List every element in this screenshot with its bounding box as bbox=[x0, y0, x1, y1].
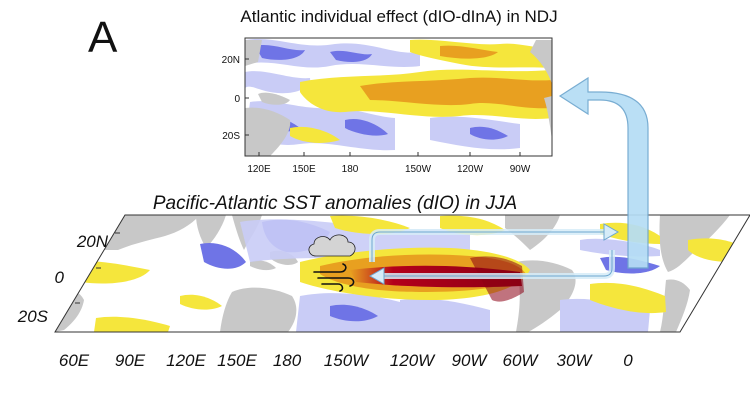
top-lon-label: 150W bbox=[405, 164, 432, 175]
bottom-lon-label: 90E bbox=[115, 351, 146, 370]
wind-icon bbox=[313, 263, 355, 292]
bottom-lon-label: 60E bbox=[59, 351, 90, 370]
bottom-lon-label: 150W bbox=[324, 351, 370, 370]
bottom-lat-label: 20N bbox=[76, 232, 109, 251]
bottom-lon-label: 150E bbox=[217, 351, 257, 370]
top-lon-label: 150E bbox=[292, 164, 316, 175]
top-map-frame bbox=[244, 37, 553, 157]
bottom-lon-label: 120W bbox=[390, 351, 436, 370]
bottom-lon-label: 120E bbox=[166, 351, 206, 370]
bottom-lon-label: 180 bbox=[273, 351, 302, 370]
top-panel-title: Atlantic individual effect (dIO-dInA) in… bbox=[240, 7, 557, 26]
bottom-lat-label: 0 bbox=[55, 268, 65, 287]
walker-circulation-arrow bbox=[368, 223, 620, 285]
top-lon-label: 90W bbox=[510, 164, 531, 175]
top-lon-label: 120E bbox=[247, 164, 271, 175]
top-lat-label: 20S bbox=[222, 131, 240, 142]
bottom-lon-label: 30W bbox=[557, 351, 594, 370]
panel-label: A bbox=[88, 13, 118, 62]
top-lon-label: 120W bbox=[457, 164, 484, 175]
bottom-lon-label: 60W bbox=[503, 351, 540, 370]
top-lat-label: 20N bbox=[222, 55, 240, 66]
bottom-lon-label: 90W bbox=[452, 351, 489, 370]
bottom-lon-label: 0 bbox=[623, 351, 633, 370]
bottom-lat-label: 20S bbox=[17, 307, 49, 326]
top-lon-label: 180 bbox=[342, 164, 359, 175]
bottom-map-frame bbox=[54, 214, 750, 333]
bottom-panel-title: Pacific-Atlantic SST anomalies (dIO) in … bbox=[153, 193, 517, 214]
top-lat-label: 0 bbox=[234, 94, 240, 105]
top-map bbox=[245, 38, 552, 156]
cloud-icon bbox=[308, 234, 356, 257]
teleconnection-arrow bbox=[558, 76, 649, 269]
